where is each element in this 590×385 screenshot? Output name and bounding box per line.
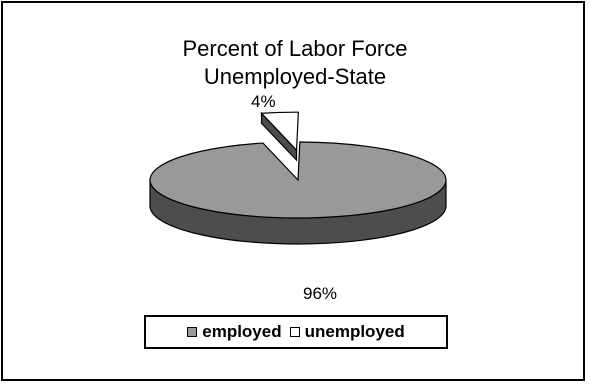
legend-item-unemployed: unemployed bbox=[289, 322, 405, 342]
chart-title-line-2: Unemployed-State bbox=[203, 64, 387, 89]
pie-slice-employed bbox=[149, 141, 447, 219]
legend-label-unemployed: unemployed bbox=[304, 322, 405, 341]
data-label-unemployed: 4% bbox=[251, 92, 276, 111]
chart-legend: employed unemployed bbox=[144, 315, 448, 349]
legend-swatch-employed bbox=[187, 327, 198, 337]
data-label-employed: 96% bbox=[303, 284, 338, 303]
legend-label-employed: employed bbox=[202, 322, 282, 341]
legend-item-employed: employed bbox=[187, 322, 282, 342]
pie-slice-unemployed bbox=[260, 111, 300, 152]
chart-title-line-1: Percent of Labor Force bbox=[182, 36, 408, 61]
legend-swatch-unemployed bbox=[289, 327, 300, 337]
